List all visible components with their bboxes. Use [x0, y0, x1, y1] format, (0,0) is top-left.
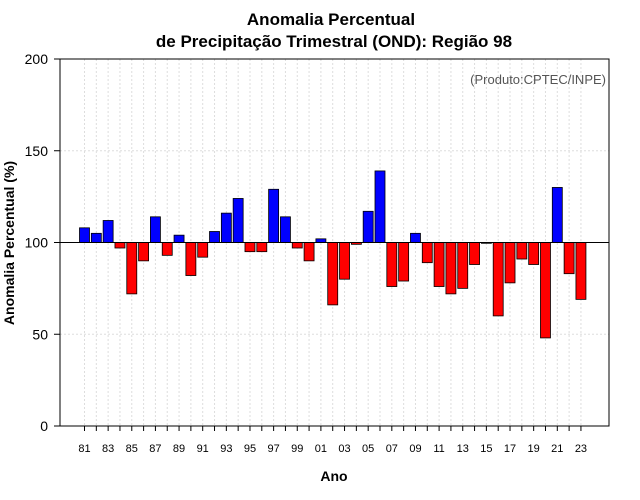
bar-1989 — [173, 234, 185, 243]
bar-2012 — [445, 242, 457, 295]
x-tick-label: 87 — [149, 443, 161, 455]
bar-2014 — [469, 242, 480, 265]
x-tick-label: 89 — [173, 443, 185, 455]
bar-1990 — [185, 242, 197, 276]
bar-1986 — [138, 242, 150, 262]
x-tick-label: 15 — [480, 443, 492, 455]
bar-2007 — [386, 242, 398, 287]
bar-1983 — [102, 220, 114, 243]
bar-1991 — [197, 242, 209, 258]
x-tick-label: 97 — [267, 443, 279, 455]
bar-2016 — [492, 242, 504, 317]
x-tick-label: 01 — [315, 443, 327, 455]
chart-subtitle: de Precipitação Trimestral (OND): Região… — [156, 32, 512, 51]
bar-1996 — [256, 242, 268, 253]
bar-1988 — [161, 242, 173, 256]
x-tick-label: 17 — [504, 443, 516, 455]
bar-2013 — [457, 242, 469, 289]
x-tick-label: 91 — [197, 443, 209, 455]
x-tick-label: 83 — [102, 443, 114, 455]
bar-2011 — [433, 242, 445, 287]
y-axis: 0 50 100 150 200 — [25, 51, 60, 434]
bar-2020 — [540, 242, 551, 339]
bar-1987 — [150, 216, 161, 243]
bar-1985 — [126, 242, 138, 295]
bar-2017 — [504, 242, 516, 284]
x-tick-label: 07 — [386, 443, 398, 455]
bar-2003 — [339, 242, 350, 280]
x-tick-label: 13 — [457, 443, 469, 455]
x-tick-label: 93 — [220, 443, 232, 455]
x-axis: 81 83 85 87 89 91 93 95 97 99 01 03 05 07 09 11 13 15 17 19… — [78, 426, 587, 455]
x-tick-label: 19 — [528, 443, 540, 455]
bar-1998 — [280, 216, 291, 243]
y-tick-label: 200 — [25, 51, 49, 67]
x-tick-label: 81 — [78, 443, 90, 455]
bar-2022 — [563, 242, 575, 275]
bar-1982 — [90, 232, 102, 243]
credit-text: (Produto:CPTEC/INPE) — [470, 72, 606, 87]
x-tick-label: 09 — [409, 443, 421, 455]
x-axis-title: Ano — [320, 468, 347, 484]
y-tick-label: 0 — [40, 418, 48, 434]
bars — [79, 170, 587, 339]
y-tick-label: 150 — [25, 143, 49, 159]
bar-2001 — [315, 238, 327, 243]
x-tick-label: 03 — [338, 443, 350, 455]
x-tick-label: 99 — [291, 443, 303, 455]
y-axis-title: Anomalia Percentual (%) — [1, 161, 17, 325]
x-tick-label: 05 — [362, 443, 374, 455]
bar-2000 — [303, 242, 315, 262]
x-tick-label: 11 — [433, 443, 444, 455]
bar-2006 — [374, 170, 386, 243]
x-tick-label: 21 — [551, 443, 563, 455]
x-tick-label: 23 — [575, 443, 587, 455]
bar-2018 — [516, 242, 528, 260]
y-tick-label: 50 — [32, 326, 48, 342]
bar-2002 — [327, 242, 339, 306]
bar-1993 — [220, 212, 232, 243]
bar-2023 — [575, 242, 587, 300]
bar-1997 — [268, 188, 280, 243]
x-tick-label: 95 — [244, 443, 256, 455]
chart-title: Anomalia Percentual — [247, 10, 415, 29]
bar-2021 — [551, 187, 563, 243]
bar-2010 — [421, 242, 433, 264]
y-tick-label: 100 — [25, 235, 49, 251]
bar-1984 — [114, 242, 126, 249]
bar-2005 — [362, 210, 374, 243]
bar-1994 — [232, 198, 244, 243]
x-tick-label: 85 — [126, 443, 138, 455]
bar-1999 — [291, 242, 303, 249]
bar-1992 — [209, 231, 220, 243]
bar-1981 — [79, 227, 90, 243]
bar-2008 — [398, 242, 410, 282]
bar-2019 — [528, 242, 540, 265]
bar-2009 — [410, 232, 421, 243]
bar-1995 — [244, 242, 256, 253]
